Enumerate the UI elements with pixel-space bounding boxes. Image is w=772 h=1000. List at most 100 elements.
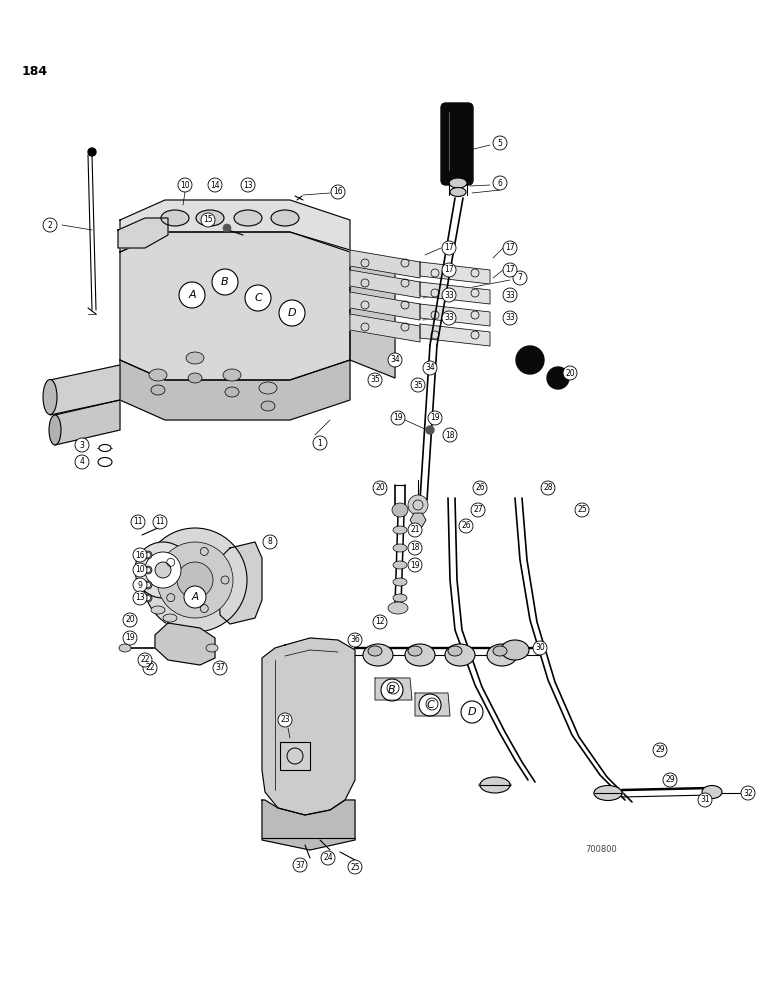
Circle shape [563, 366, 577, 380]
Circle shape [143, 661, 157, 675]
Text: 20: 20 [565, 368, 575, 377]
Circle shape [177, 562, 213, 598]
Text: 28: 28 [543, 484, 553, 492]
Text: A: A [191, 592, 198, 602]
Ellipse shape [393, 526, 407, 534]
Circle shape [144, 581, 152, 589]
Circle shape [461, 701, 483, 723]
Text: B: B [388, 685, 396, 695]
Polygon shape [350, 270, 420, 298]
Circle shape [133, 591, 147, 605]
Ellipse shape [271, 210, 299, 226]
Circle shape [373, 481, 387, 495]
Text: D: D [468, 707, 476, 717]
Polygon shape [420, 282, 490, 304]
Ellipse shape [445, 644, 475, 666]
Circle shape [408, 495, 428, 515]
Circle shape [145, 568, 151, 572]
Text: 35: 35 [370, 375, 380, 384]
Polygon shape [55, 400, 120, 445]
Circle shape [442, 311, 456, 325]
Circle shape [153, 515, 167, 529]
Text: 31: 31 [700, 796, 709, 804]
Circle shape [321, 851, 335, 865]
Circle shape [388, 353, 402, 367]
FancyBboxPatch shape [441, 103, 473, 185]
Ellipse shape [363, 644, 393, 666]
Text: 19: 19 [410, 560, 420, 570]
Ellipse shape [188, 373, 202, 383]
Text: 4: 4 [80, 458, 84, 466]
Ellipse shape [702, 786, 722, 798]
Circle shape [368, 373, 382, 387]
Circle shape [503, 311, 517, 325]
Circle shape [663, 773, 677, 787]
Ellipse shape [261, 401, 275, 411]
Ellipse shape [450, 188, 466, 196]
Circle shape [145, 552, 151, 558]
Circle shape [178, 178, 192, 192]
Circle shape [408, 523, 422, 537]
Text: 20: 20 [375, 484, 384, 492]
Text: 33: 33 [505, 290, 515, 300]
Polygon shape [350, 314, 420, 342]
Text: 14: 14 [210, 180, 220, 190]
Ellipse shape [223, 369, 241, 381]
Text: 11: 11 [134, 518, 143, 526]
Ellipse shape [480, 777, 510, 793]
Polygon shape [420, 324, 490, 346]
Circle shape [263, 535, 277, 549]
Ellipse shape [259, 382, 277, 394]
Text: 37: 37 [295, 860, 305, 869]
Text: B: B [222, 277, 229, 287]
Circle shape [348, 633, 362, 647]
Circle shape [381, 679, 403, 701]
Circle shape [411, 378, 425, 392]
Text: 18: 18 [410, 544, 420, 552]
Circle shape [157, 542, 233, 618]
Circle shape [75, 455, 89, 469]
Circle shape [391, 411, 405, 425]
Circle shape [459, 519, 473, 533]
Circle shape [426, 426, 434, 434]
Circle shape [408, 558, 422, 572]
Polygon shape [420, 262, 490, 284]
Circle shape [144, 566, 152, 574]
Text: 37: 37 [215, 664, 225, 672]
Circle shape [75, 438, 89, 452]
Circle shape [373, 615, 387, 629]
Ellipse shape [493, 646, 507, 656]
Circle shape [547, 367, 569, 389]
Text: 3: 3 [80, 440, 84, 450]
Circle shape [293, 858, 307, 872]
Polygon shape [375, 678, 412, 700]
Circle shape [278, 713, 292, 727]
Circle shape [144, 594, 152, 602]
Circle shape [423, 361, 437, 375]
Circle shape [88, 148, 96, 156]
Polygon shape [262, 800, 355, 850]
Ellipse shape [393, 561, 407, 569]
Circle shape [513, 271, 527, 285]
Text: 10: 10 [180, 180, 190, 190]
Ellipse shape [368, 646, 382, 656]
Text: 25: 25 [577, 506, 587, 514]
Text: 12: 12 [375, 617, 384, 626]
Polygon shape [420, 304, 490, 326]
Circle shape [184, 586, 206, 608]
Circle shape [408, 541, 422, 555]
Text: 16: 16 [135, 550, 145, 560]
Text: 29: 29 [655, 746, 665, 754]
Ellipse shape [161, 210, 189, 226]
Ellipse shape [392, 503, 408, 517]
Ellipse shape [393, 578, 407, 586]
Text: 16: 16 [334, 188, 343, 196]
Circle shape [443, 428, 457, 442]
Text: C: C [426, 700, 434, 710]
Circle shape [533, 641, 547, 655]
Text: 8: 8 [268, 538, 273, 546]
Text: 9: 9 [137, 580, 143, 589]
Text: 24: 24 [323, 854, 333, 862]
Text: 17: 17 [505, 243, 515, 252]
Text: 19: 19 [393, 414, 403, 422]
